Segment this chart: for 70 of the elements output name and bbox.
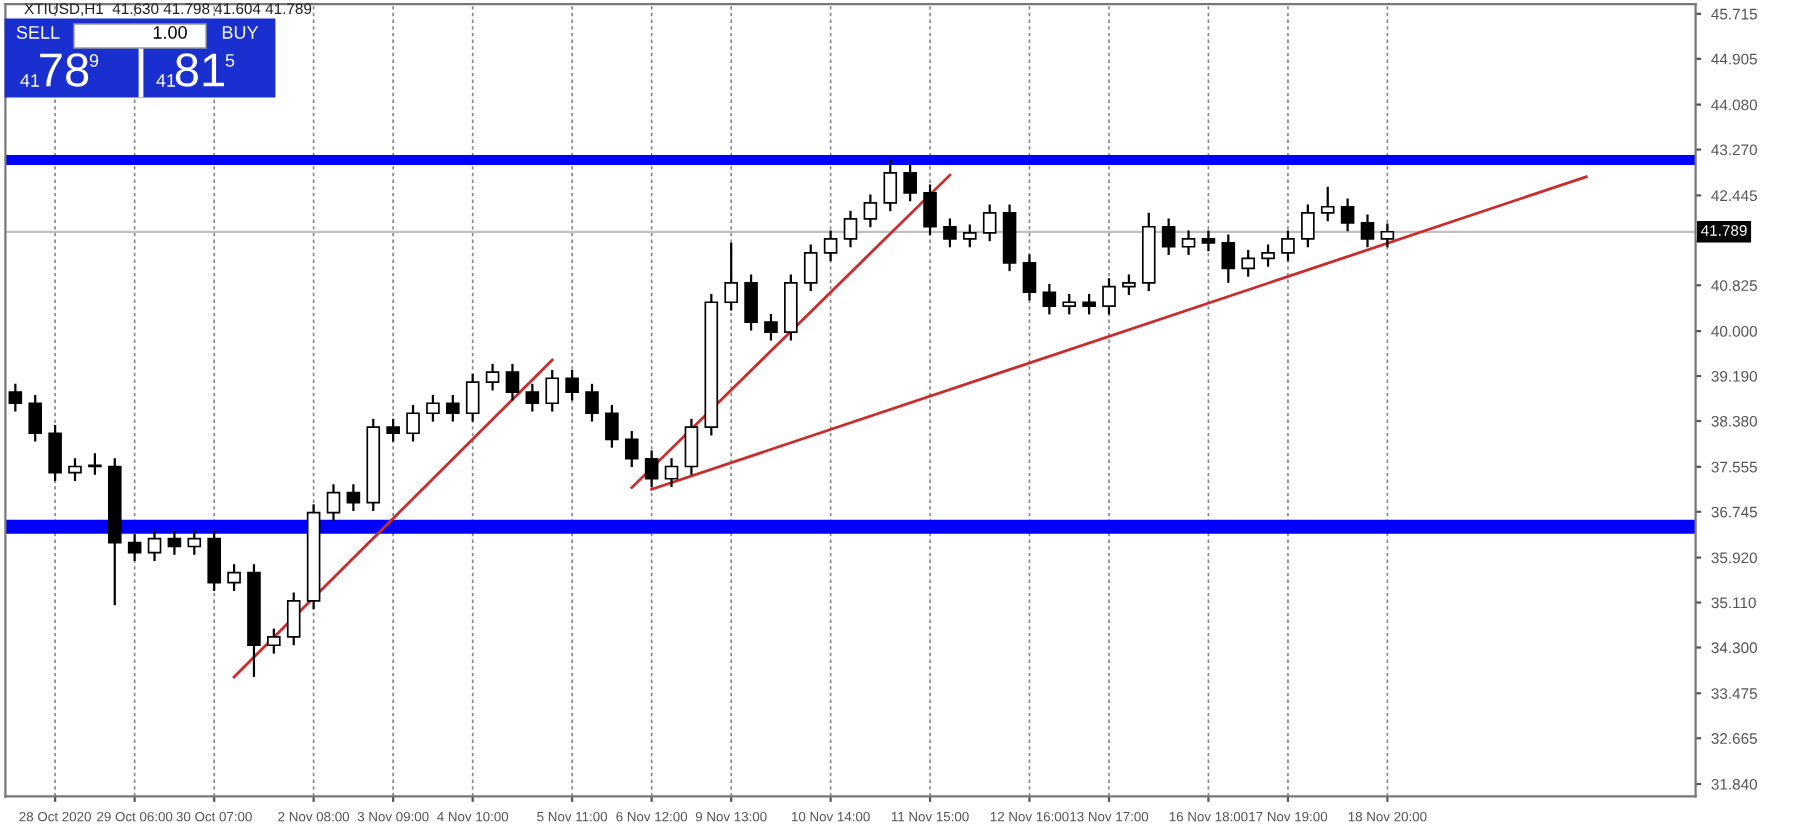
candlestick (963, 223, 977, 249)
annotation: 1.00 (153, 26, 187, 39)
candlestick (1221, 233, 1236, 284)
candlestick (525, 382, 540, 413)
candlestick (684, 417, 699, 476)
candlestick (187, 529, 202, 556)
candlestick (147, 529, 162, 563)
candlestick (605, 403, 619, 449)
candlestick (267, 627, 281, 655)
candlestick (903, 163, 917, 203)
candlestick (1022, 253, 1037, 302)
candlestick (326, 483, 341, 523)
candlestick (1082, 292, 1096, 316)
candlestick (843, 209, 858, 249)
candlestick (883, 157, 898, 213)
candlestick (1122, 273, 1136, 297)
candlestick (1261, 243, 1275, 268)
candlestick (286, 591, 301, 647)
candlestick (426, 393, 440, 423)
candlestick (1062, 292, 1077, 316)
candlestick (1380, 222, 1395, 249)
candlestick (1161, 217, 1176, 257)
candlestick (485, 362, 500, 392)
candlestick (8, 382, 23, 413)
candlestick (923, 183, 937, 237)
candlestick (1042, 282, 1057, 316)
candlestick (127, 533, 142, 563)
candlestick (624, 429, 639, 469)
annotation: 78 (40, 53, 89, 87)
candlestick (346, 483, 361, 513)
candlestick (1360, 213, 1375, 249)
candlestick (167, 529, 182, 556)
candlestick (48, 423, 62, 483)
annotation: 9 (89, 54, 99, 67)
annotation: SELL (16, 26, 60, 39)
candlestick (823, 229, 838, 263)
candlestick (1281, 229, 1295, 263)
candlestick (465, 372, 480, 423)
candlestick (28, 393, 43, 443)
annotation: BUY (222, 26, 259, 39)
annotation: 41 (20, 74, 40, 87)
candlestick (1181, 229, 1196, 257)
candlestick (585, 382, 599, 423)
candlestick (1241, 248, 1255, 278)
candlestick (1102, 277, 1116, 316)
candlestick (764, 312, 778, 342)
candlestick (982, 203, 997, 243)
candlestick (1301, 203, 1315, 249)
candlestick (803, 243, 818, 293)
candlestick (68, 457, 82, 483)
candlestick (565, 368, 579, 402)
candlestick (446, 393, 460, 423)
candlestick (1201, 229, 1216, 253)
candlestick (943, 217, 957, 249)
candlestick (406, 403, 420, 443)
candlestick (207, 529, 221, 592)
candlestick (644, 449, 659, 489)
candlestick (505, 362, 520, 402)
candlestick (386, 417, 400, 443)
candlestick (1340, 197, 1355, 233)
annotation: 41 (156, 74, 176, 87)
candlestick (744, 273, 758, 332)
candlestick (545, 368, 560, 413)
candlestick (227, 563, 241, 592)
annotation: 5 (225, 54, 235, 67)
candlestick (863, 193, 878, 229)
candlestick (1320, 185, 1335, 223)
annotation: 81 (175, 53, 224, 87)
candlestick (664, 457, 679, 489)
candlestick (724, 241, 738, 312)
